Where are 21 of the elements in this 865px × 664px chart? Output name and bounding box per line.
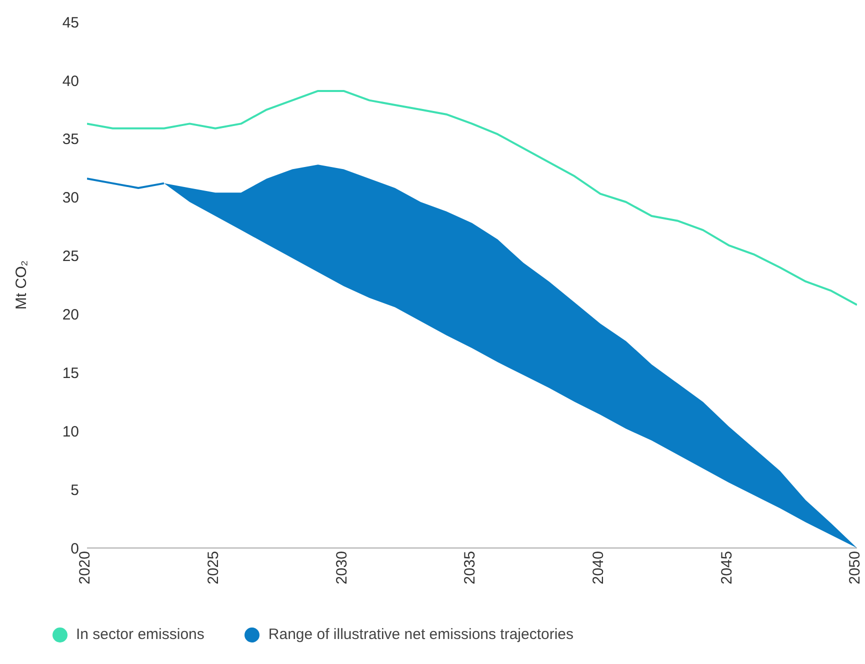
y-tick-label: 20 [62,306,79,324]
line-series [87,90,857,306]
y-tick-label: 0 [70,540,79,558]
y-tick-label: 25 [62,248,79,266]
y-tick-label: 40 [62,72,79,90]
x-tick-label: 2035 [462,551,479,584]
x-tick-label: 2040 [590,551,607,584]
x-tick-label: 2025 [204,551,222,584]
x-tick-label: 2030 [333,551,350,584]
y-tick-label: 5 [70,482,79,499]
y-axis-title: Mt CO₂ [13,260,30,310]
y-tick-label: 10 [62,423,79,440]
y-tick-label: 45 [62,14,79,32]
x-tick-label: 2045 [718,551,736,584]
legend-label: Range of illustrative net emissions trajectories [268,626,574,643]
y-tick-label: 35 [62,131,79,148]
legend-label: In sector emissions [76,626,204,643]
y-tick-label: 30 [62,190,79,207]
y-tick-label: 15 [62,364,79,382]
x-tick-label: 2020 [76,551,94,584]
x-tick-label: 2050 [846,551,864,584]
